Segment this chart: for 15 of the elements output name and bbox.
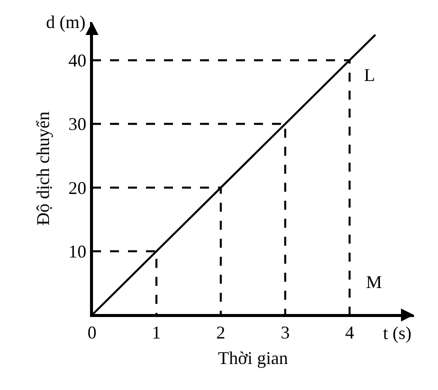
y-tick-label: 30	[68, 114, 86, 134]
y-tick-label: 40	[68, 50, 86, 71]
x-tick-label: 2	[216, 322, 226, 343]
y-axis-title: Độ dịch chuyển	[33, 112, 54, 226]
x-tick-label: 3	[280, 322, 290, 343]
x-tick-label: 4	[345, 322, 354, 343]
x-axis-title: Thời gian	[218, 348, 288, 368]
text: d (m)	[46, 12, 86, 32]
annotation: L	[364, 65, 375, 85]
x-tick-label: 0	[88, 322, 96, 343]
y-tick-label: 10	[68, 242, 86, 262]
text: t (s)	[383, 323, 412, 343]
y-tick-label: 20	[68, 178, 86, 198]
annotation: M	[366, 272, 382, 292]
x-tick-label: 1	[152, 322, 161, 343]
